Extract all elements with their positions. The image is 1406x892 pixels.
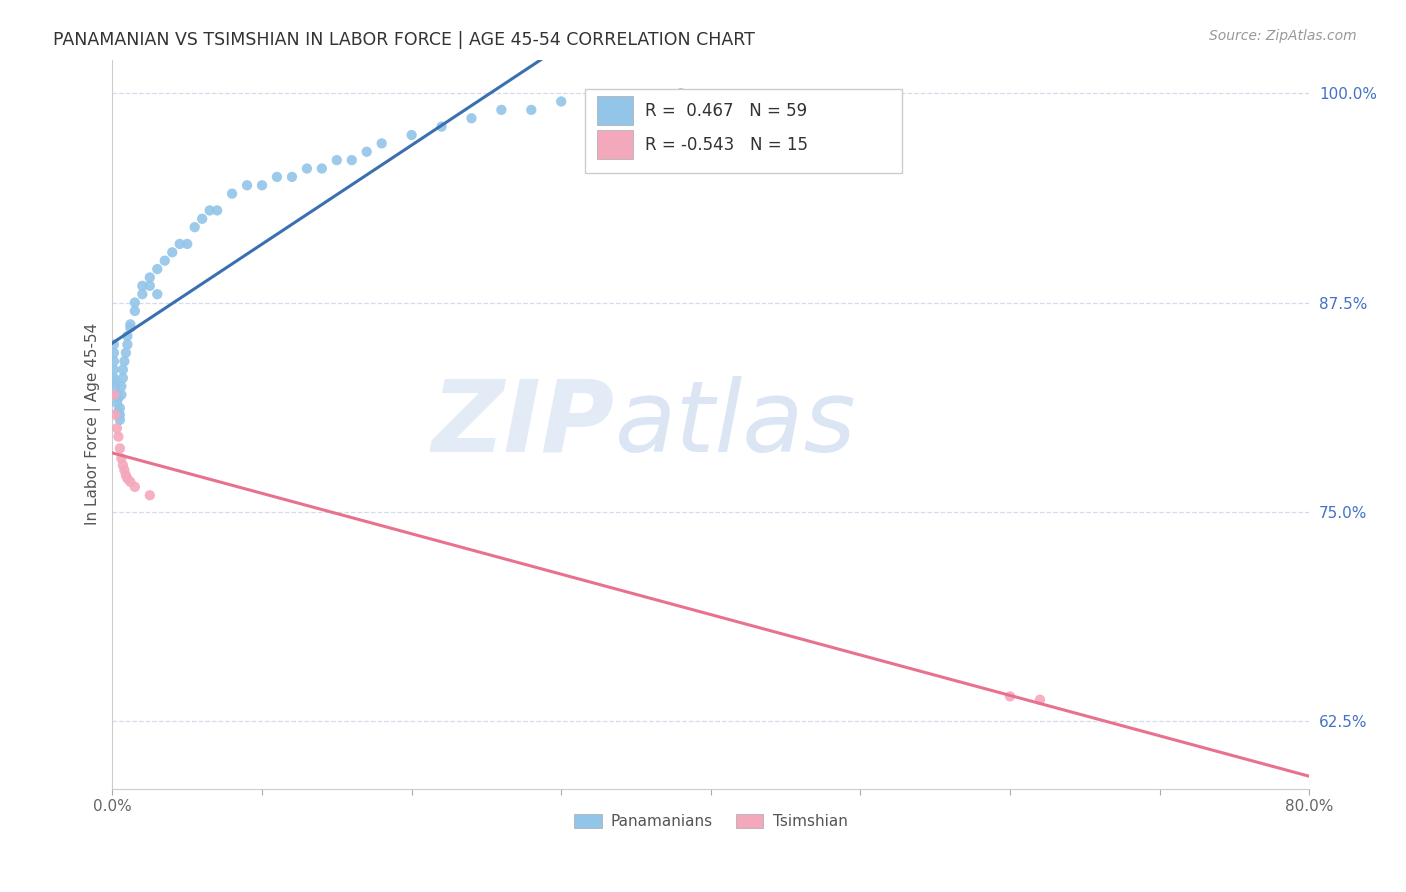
Point <box>139 488 162 502</box>
Point <box>162 245 184 260</box>
Point <box>110 451 132 466</box>
Point <box>110 379 132 393</box>
Point <box>105 396 128 410</box>
Point <box>104 408 127 422</box>
Text: R = -0.543   N = 15: R = -0.543 N = 15 <box>645 136 808 154</box>
Point <box>205 203 228 218</box>
Point <box>115 468 138 483</box>
Point <box>108 442 131 456</box>
Point <box>370 136 392 151</box>
Text: atlas: atlas <box>614 376 856 473</box>
Point <box>117 471 139 485</box>
Point <box>430 120 453 134</box>
Point <box>104 379 127 393</box>
Point <box>108 408 131 422</box>
Point <box>669 86 692 100</box>
Point <box>117 329 139 343</box>
Point <box>131 287 153 301</box>
Point <box>520 103 543 117</box>
Point <box>550 95 572 109</box>
Point <box>112 354 135 368</box>
Point <box>124 480 146 494</box>
Point <box>998 690 1021 704</box>
Text: Source: ZipAtlas.com: Source: ZipAtlas.com <box>1209 29 1357 43</box>
Point <box>221 186 243 201</box>
Y-axis label: In Labor Force | Age 45-54: In Labor Force | Age 45-54 <box>86 323 101 525</box>
Point <box>401 128 423 142</box>
Point <box>139 278 162 293</box>
Point <box>120 318 142 332</box>
Point <box>131 278 153 293</box>
Point <box>340 153 363 168</box>
Point <box>115 346 138 360</box>
Point <box>460 112 482 126</box>
Point <box>105 388 128 402</box>
Point <box>146 287 169 301</box>
FancyBboxPatch shape <box>585 89 903 172</box>
Point <box>104 388 127 402</box>
Point <box>112 463 135 477</box>
Point <box>117 337 139 351</box>
Point <box>104 375 127 389</box>
Point <box>183 220 205 235</box>
Point <box>295 161 318 176</box>
Point <box>326 153 349 168</box>
Point <box>169 236 191 251</box>
Point <box>103 354 125 368</box>
Point <box>176 236 198 251</box>
Point <box>153 253 176 268</box>
Point <box>124 304 146 318</box>
Point <box>146 262 169 277</box>
FancyBboxPatch shape <box>598 130 633 160</box>
Point <box>110 388 132 402</box>
Point <box>356 145 378 159</box>
Point <box>103 362 125 376</box>
Text: ZIP: ZIP <box>432 376 614 473</box>
FancyBboxPatch shape <box>598 96 633 125</box>
Point <box>120 320 142 334</box>
Point <box>139 270 162 285</box>
Point <box>111 458 134 472</box>
Point <box>105 421 128 435</box>
Point <box>103 371 125 385</box>
Point <box>103 388 125 402</box>
Point <box>107 429 129 443</box>
Point <box>108 401 131 416</box>
Point <box>124 295 146 310</box>
Point <box>250 178 273 193</box>
Point <box>107 391 129 405</box>
Point <box>111 362 134 376</box>
Point <box>107 404 129 418</box>
Point <box>191 211 214 226</box>
Point <box>1029 692 1052 706</box>
Point <box>103 337 125 351</box>
Point <box>111 371 134 385</box>
Point <box>266 169 288 184</box>
Point <box>311 161 333 176</box>
Text: PANAMANIAN VS TSIMSHIAN IN LABOR FORCE | AGE 45-54 CORRELATION CHART: PANAMANIAN VS TSIMSHIAN IN LABOR FORCE |… <box>53 31 755 49</box>
Point <box>281 169 304 184</box>
Point <box>236 178 259 193</box>
Point <box>120 475 142 489</box>
Point <box>198 203 221 218</box>
Text: R =  0.467   N = 59: R = 0.467 N = 59 <box>645 102 807 120</box>
Point <box>491 103 513 117</box>
Point <box>108 413 131 427</box>
Point <box>103 346 125 360</box>
Legend: Panamanians, Tsimshian: Panamanians, Tsimshian <box>568 808 853 836</box>
